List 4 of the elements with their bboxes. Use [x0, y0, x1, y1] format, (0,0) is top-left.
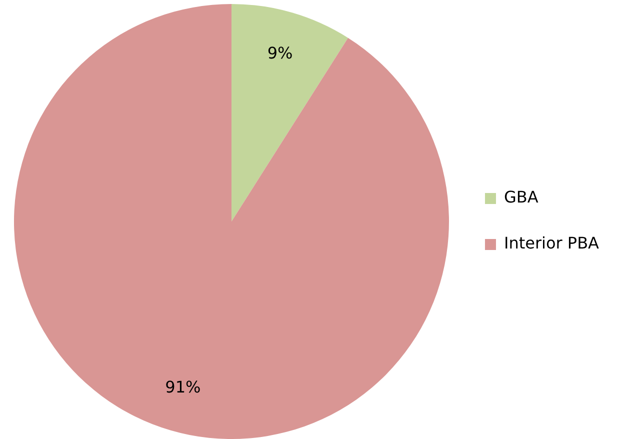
legend-label: GBA: [504, 188, 538, 207]
data-label: 91%: [165, 378, 201, 397]
legend-label: Interior PBA: [504, 234, 600, 253]
data-label: 9%: [267, 44, 293, 63]
